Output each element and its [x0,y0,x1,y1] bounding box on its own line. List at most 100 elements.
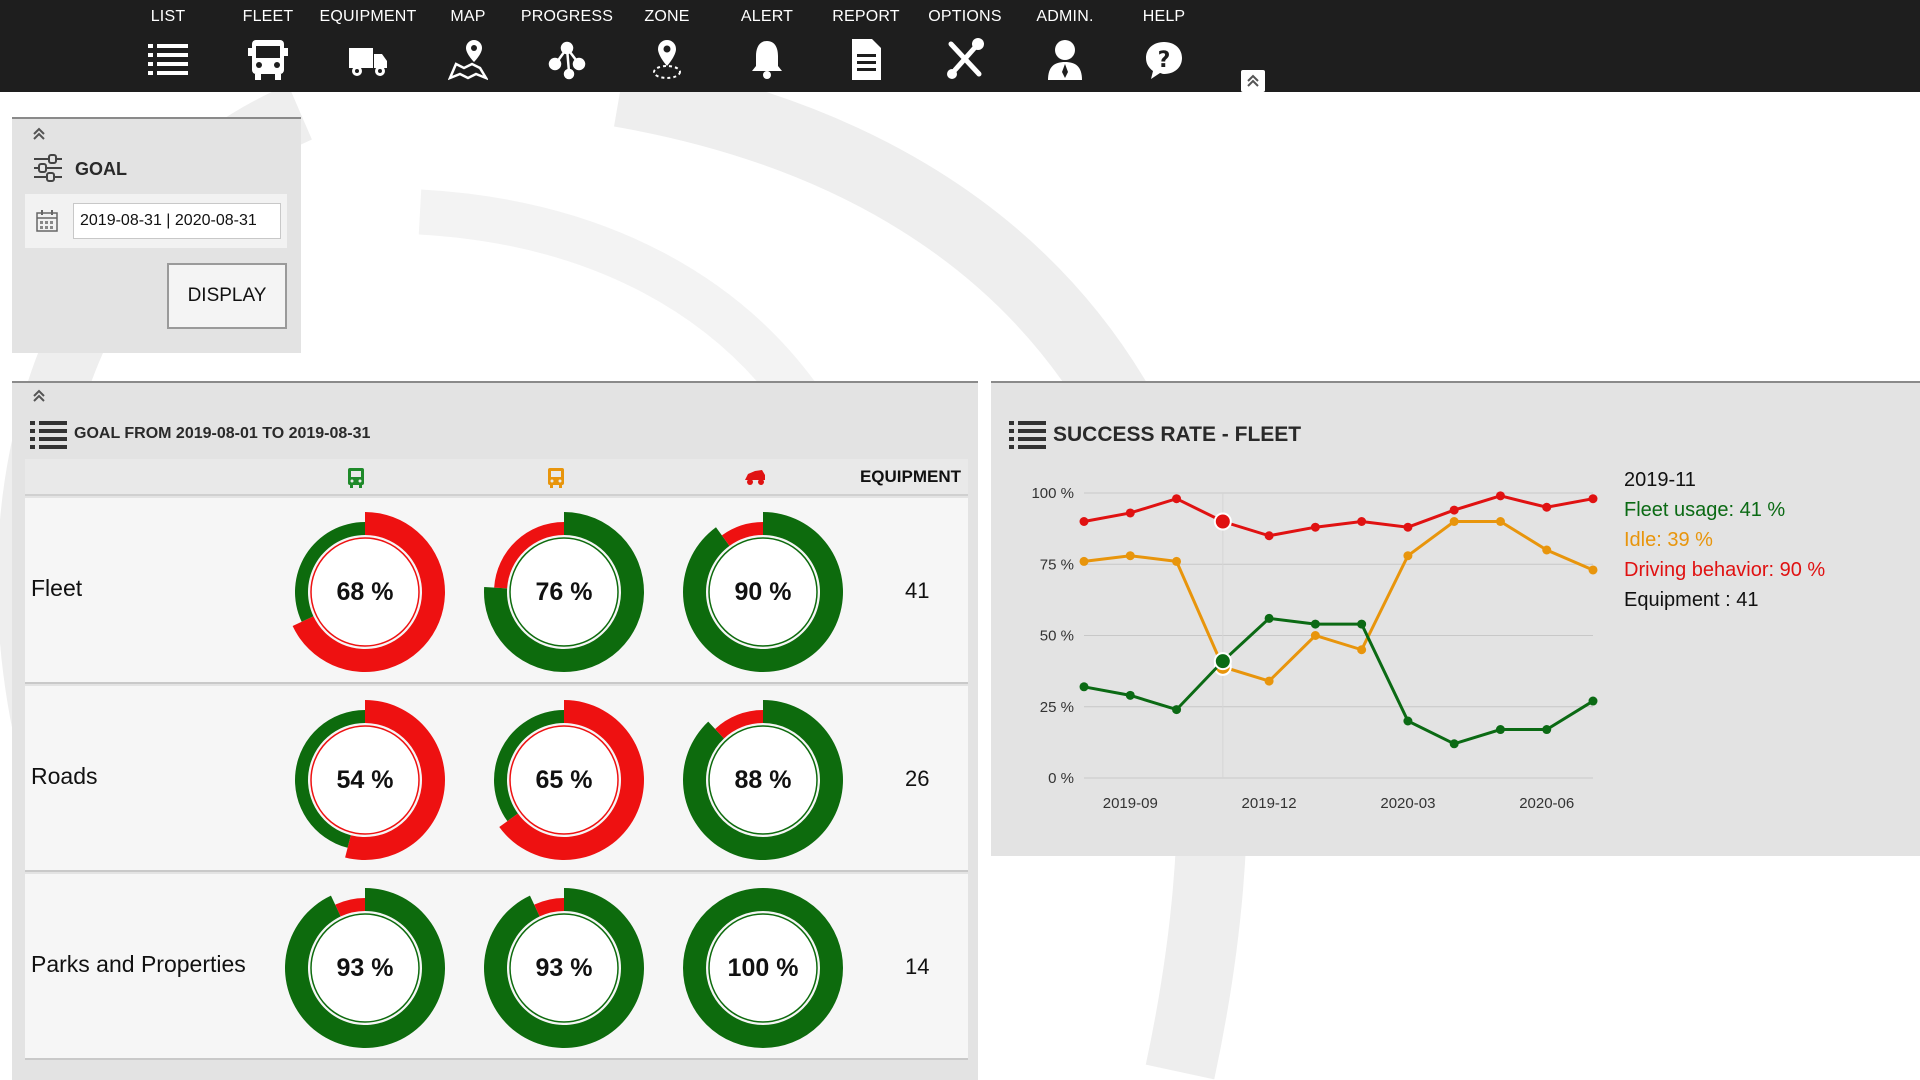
nav-item-equipment[interactable]: EQUIPMENT [318,0,418,92]
truck-icon [349,48,387,76]
series-point-orange[interactable] [1264,676,1274,686]
gauge-value: 65 % [535,765,593,794]
series-point-orange[interactable] [1172,556,1182,566]
date-range-input[interactable] [73,203,281,239]
collapse-goal-panel-button[interactable] [28,124,50,144]
series-point-orange[interactable] [1125,551,1135,561]
series-point-green[interactable] [1310,619,1320,629]
goal-gauge[interactable]: 65 % [482,698,646,862]
chevron-up-icon [33,127,45,140]
y-tick-label: 100 % [1031,485,1074,502]
series-point-orange[interactable] [1357,645,1367,655]
progress-icon [548,41,586,80]
nav-item-label: ALERT [740,8,794,25]
gauge-value: 68 % [336,577,394,606]
gauge-value: 90 % [734,577,792,606]
nav-item-label: PROGRESS [520,8,614,25]
display-button[interactable]: DISPLAY [167,263,287,329]
gauge-value: 76 % [535,577,593,606]
series-point-red[interactable] [1310,522,1320,532]
equipment-count: 26 [905,766,930,791]
nav-item-help[interactable]: HELP? [1114,0,1214,92]
top-navigation-bar: LIST FLEET EQUIPMENT MAP PROGRESS ZONE ALERT RE… [0,0,1920,92]
goal-gauge[interactable]: 88 % [681,698,845,862]
series-point-orange[interactable] [1542,545,1552,555]
nav-item-map[interactable]: MAP [418,0,518,92]
goal-table-panel: GOAL FROM 2019-08-01 TO 2019-08-31 EQUIP… [12,381,978,1080]
gauge-bad-segment [292,512,445,672]
goal-gauge[interactable]: 100 % [681,886,845,1050]
series-point-green[interactable] [1172,705,1182,715]
series-point-red[interactable] [1172,494,1182,504]
gauge-bad-segment [335,898,365,917]
nav-item-list[interactable]: LIST [118,0,218,92]
series-point-green[interactable] [1213,652,1232,671]
series-point-red[interactable] [1588,494,1598,504]
row-name: Roads [31,763,98,789]
series-point-orange[interactable] [1495,517,1505,526]
table-row[interactable]: Parks and Properties 93 % 93 % 100 % 14 [25,874,968,1060]
series-point-green[interactable] [1495,725,1505,735]
tools-icon [947,38,984,79]
series-point-green[interactable] [1264,613,1274,623]
success-rate-chart-panel: SUCCESS RATE - FLEET 100 % 75 % 50 % 25 % 0 … [991,381,1920,856]
series-point-green[interactable] [1542,725,1552,735]
series-point-orange[interactable] [1403,551,1413,561]
collapse-goal-table-button[interactable] [28,386,50,406]
goal-gauge[interactable]: 54 % [283,698,447,862]
goal-gauge[interactable]: 90 % [681,510,845,674]
tooltip-line: Driving behavior: 90 % [1624,559,1826,581]
goal-gauge[interactable]: 93 % [482,886,646,1050]
series-point-red[interactable] [1357,517,1367,526]
series-point-green[interactable] [1403,716,1413,726]
gauge-bad-segment [534,898,564,917]
nav-item-label: FLEET [242,8,294,25]
series-point-green[interactable] [1079,682,1089,692]
series-point-red[interactable] [1125,508,1135,518]
nav-item-fleet[interactable]: FLEET [218,0,318,92]
series-point-red[interactable] [1079,517,1089,526]
series-point-red[interactable] [1264,531,1274,541]
goal-gauge[interactable]: 68 % [283,510,447,674]
nav-item-label: MAP [450,8,486,25]
gauge-inner-disc [311,726,419,834]
nav-item-options[interactable]: OPTIONS [915,0,1015,92]
series-point-red[interactable] [1542,502,1552,512]
series-point-red[interactable] [1495,491,1505,501]
table-row[interactable]: Fleet 68 % 76 % 90 % 41 [25,498,968,684]
nav-item-admin[interactable]: ADMIN. [1015,0,1115,92]
tooltip-line: Fleet usage: 41 % [1624,499,1786,521]
series-point-green[interactable] [1588,696,1598,706]
equipment-count: 41 [905,578,930,603]
nav-item-report[interactable]: REPORT [816,0,916,92]
gauge-inner-disc [510,914,618,1022]
goal-panel-title: GOAL [75,159,127,179]
gauge-good-segment [294,710,365,848]
nav-item-alert[interactable]: ALERT [717,0,817,92]
series-point-orange[interactable] [1079,556,1089,566]
series-line-green[interactable] [1083,616,1594,746]
goal-gauge[interactable]: 93 % [283,886,447,1050]
chevron-up-icon [33,389,45,402]
series-point-green[interactable] [1357,619,1367,629]
series-point-red[interactable] [1449,505,1459,515]
series-point-orange[interactable] [1310,631,1320,640]
gauge-value: 93 % [535,953,593,982]
calendar-icon[interactable] [35,209,59,233]
collapse-nav-button[interactable] [1241,70,1265,92]
series-point-orange[interactable] [1449,517,1459,526]
goal-gauge[interactable]: 76 % [482,510,646,674]
table-row[interactable]: Roads 54 % 65 % 88 % 26 [25,686,968,872]
series-point-orange[interactable] [1588,565,1598,575]
x-tick-label: 2019-12 [1242,795,1297,812]
series-point-green[interactable] [1125,690,1135,700]
series-point-green[interactable] [1449,739,1459,749]
series-point-red[interactable] [1403,522,1413,532]
gauge-value: 54 % [336,765,394,794]
success-rate-line-chart[interactable]: 100 % 75 % 50 % 25 % 0 % 2019-09 2019-12 2020-0… [991,383,1920,858]
gauge-ring [285,888,445,1048]
series-point-red[interactable] [1213,512,1232,531]
nav-item-zone[interactable]: ZONE [617,0,717,92]
nav-item-progress[interactable]: PROGRESS [517,0,617,92]
series-line-orange[interactable] [1083,520,1594,683]
